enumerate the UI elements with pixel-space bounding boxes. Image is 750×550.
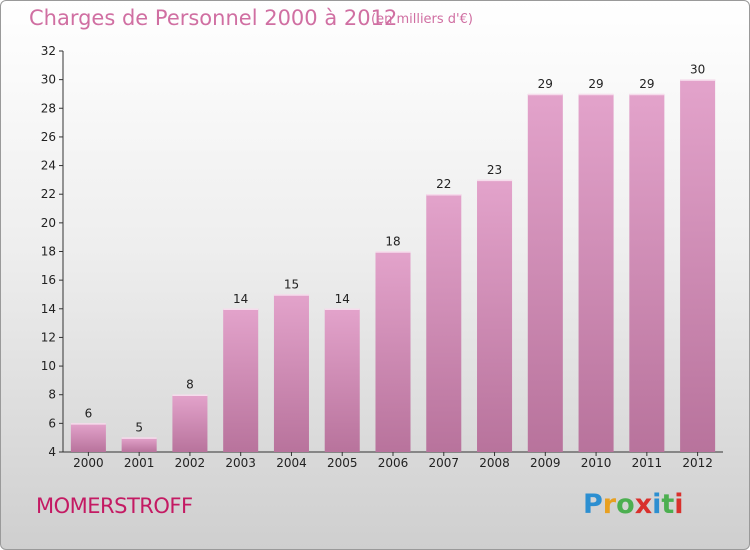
- x-tick-label: 2011: [632, 456, 663, 470]
- y-tick-label: 32: [41, 44, 56, 58]
- bar: [273, 294, 309, 452]
- chart-subtitle: (en milliers d'€): [371, 12, 473, 27]
- y-tick-label: 28: [41, 101, 56, 115]
- x-tick-label: 2003: [225, 456, 256, 470]
- x-tick-label: 2010: [581, 456, 612, 470]
- bar-value-label: 29: [639, 77, 654, 91]
- y-tick-label: 24: [41, 159, 56, 173]
- bar-value-label: 23: [487, 163, 502, 177]
- x-tick-label: 2005: [327, 456, 358, 470]
- bar: [629, 93, 665, 452]
- bar-value-label: 5: [135, 421, 143, 435]
- chart-axes: 4 6 8 10 12 14 16 18 20 22 24 26 28 30 32 2000 2001 2002 2…: [41, 44, 723, 470]
- bar-value-label: 29: [588, 77, 603, 91]
- bar-value-label: 15: [284, 277, 299, 291]
- logo-letter: i: [652, 489, 662, 520]
- x-tick-label: 2007: [428, 456, 459, 470]
- bar: [680, 79, 716, 453]
- y-tick-label: 30: [41, 73, 56, 87]
- y-tick-label: 18: [41, 245, 56, 259]
- bar-value-label: 29: [538, 77, 553, 91]
- bar: [527, 93, 563, 452]
- y-tick-label: 4: [48, 445, 56, 459]
- bar-value-label: 6: [85, 406, 93, 420]
- bar: [375, 251, 411, 452]
- logo-letter: t: [661, 489, 675, 520]
- x-tick-label: 2008: [479, 456, 510, 470]
- y-tick-label: 6: [48, 416, 56, 430]
- bar-value-label: 8: [186, 378, 194, 392]
- bar-value-label: 22: [436, 177, 451, 191]
- x-tick-label: 2001: [124, 456, 155, 470]
- bar: [172, 394, 208, 452]
- y-tick-label: 16: [41, 273, 56, 287]
- proxiti-logo[interactable]: Proxiti: [583, 489, 684, 520]
- logo-letter: i: [674, 489, 684, 520]
- y-tick-label: 10: [41, 359, 56, 373]
- y-tick-label: 20: [41, 216, 56, 230]
- bar-value-label: 18: [385, 235, 400, 249]
- bar-value-label: 30: [690, 63, 705, 77]
- x-tick-label: 2000: [73, 456, 104, 470]
- y-tick-label: 12: [41, 330, 56, 344]
- bar: [578, 93, 614, 452]
- logo-letter: r: [602, 489, 617, 520]
- bar: [121, 437, 157, 452]
- commune-name: MOMERSTROFF: [36, 494, 193, 518]
- x-tick-label: 2002: [175, 456, 206, 470]
- bar: [426, 194, 462, 452]
- chart-title: Charges de Personnel 2000 à 2012: [29, 6, 398, 30]
- bar: [324, 308, 360, 452]
- bar: [477, 179, 513, 452]
- logo-letter: x: [634, 489, 653, 520]
- y-tick-label: 14: [41, 302, 56, 316]
- y-tick-label: 26: [41, 130, 56, 144]
- bar-value-label: 14: [233, 292, 248, 306]
- y-tick-label: 8: [48, 388, 56, 402]
- x-tick-label: 2004: [276, 456, 307, 470]
- bar-value-label: 14: [335, 292, 350, 306]
- y-tick-label: 22: [41, 187, 56, 201]
- x-tick-label: 2009: [530, 456, 561, 470]
- bar: [223, 308, 259, 452]
- x-tick-label: 2012: [682, 456, 713, 470]
- bar: [70, 423, 106, 452]
- x-tick-label: 2006: [378, 456, 409, 470]
- logo-letter: P: [583, 489, 603, 520]
- logo-letter: o: [616, 489, 635, 520]
- chart-bars: 6 5 8 14 15 14 18 22 23 29 29 29 30: [70, 63, 716, 453]
